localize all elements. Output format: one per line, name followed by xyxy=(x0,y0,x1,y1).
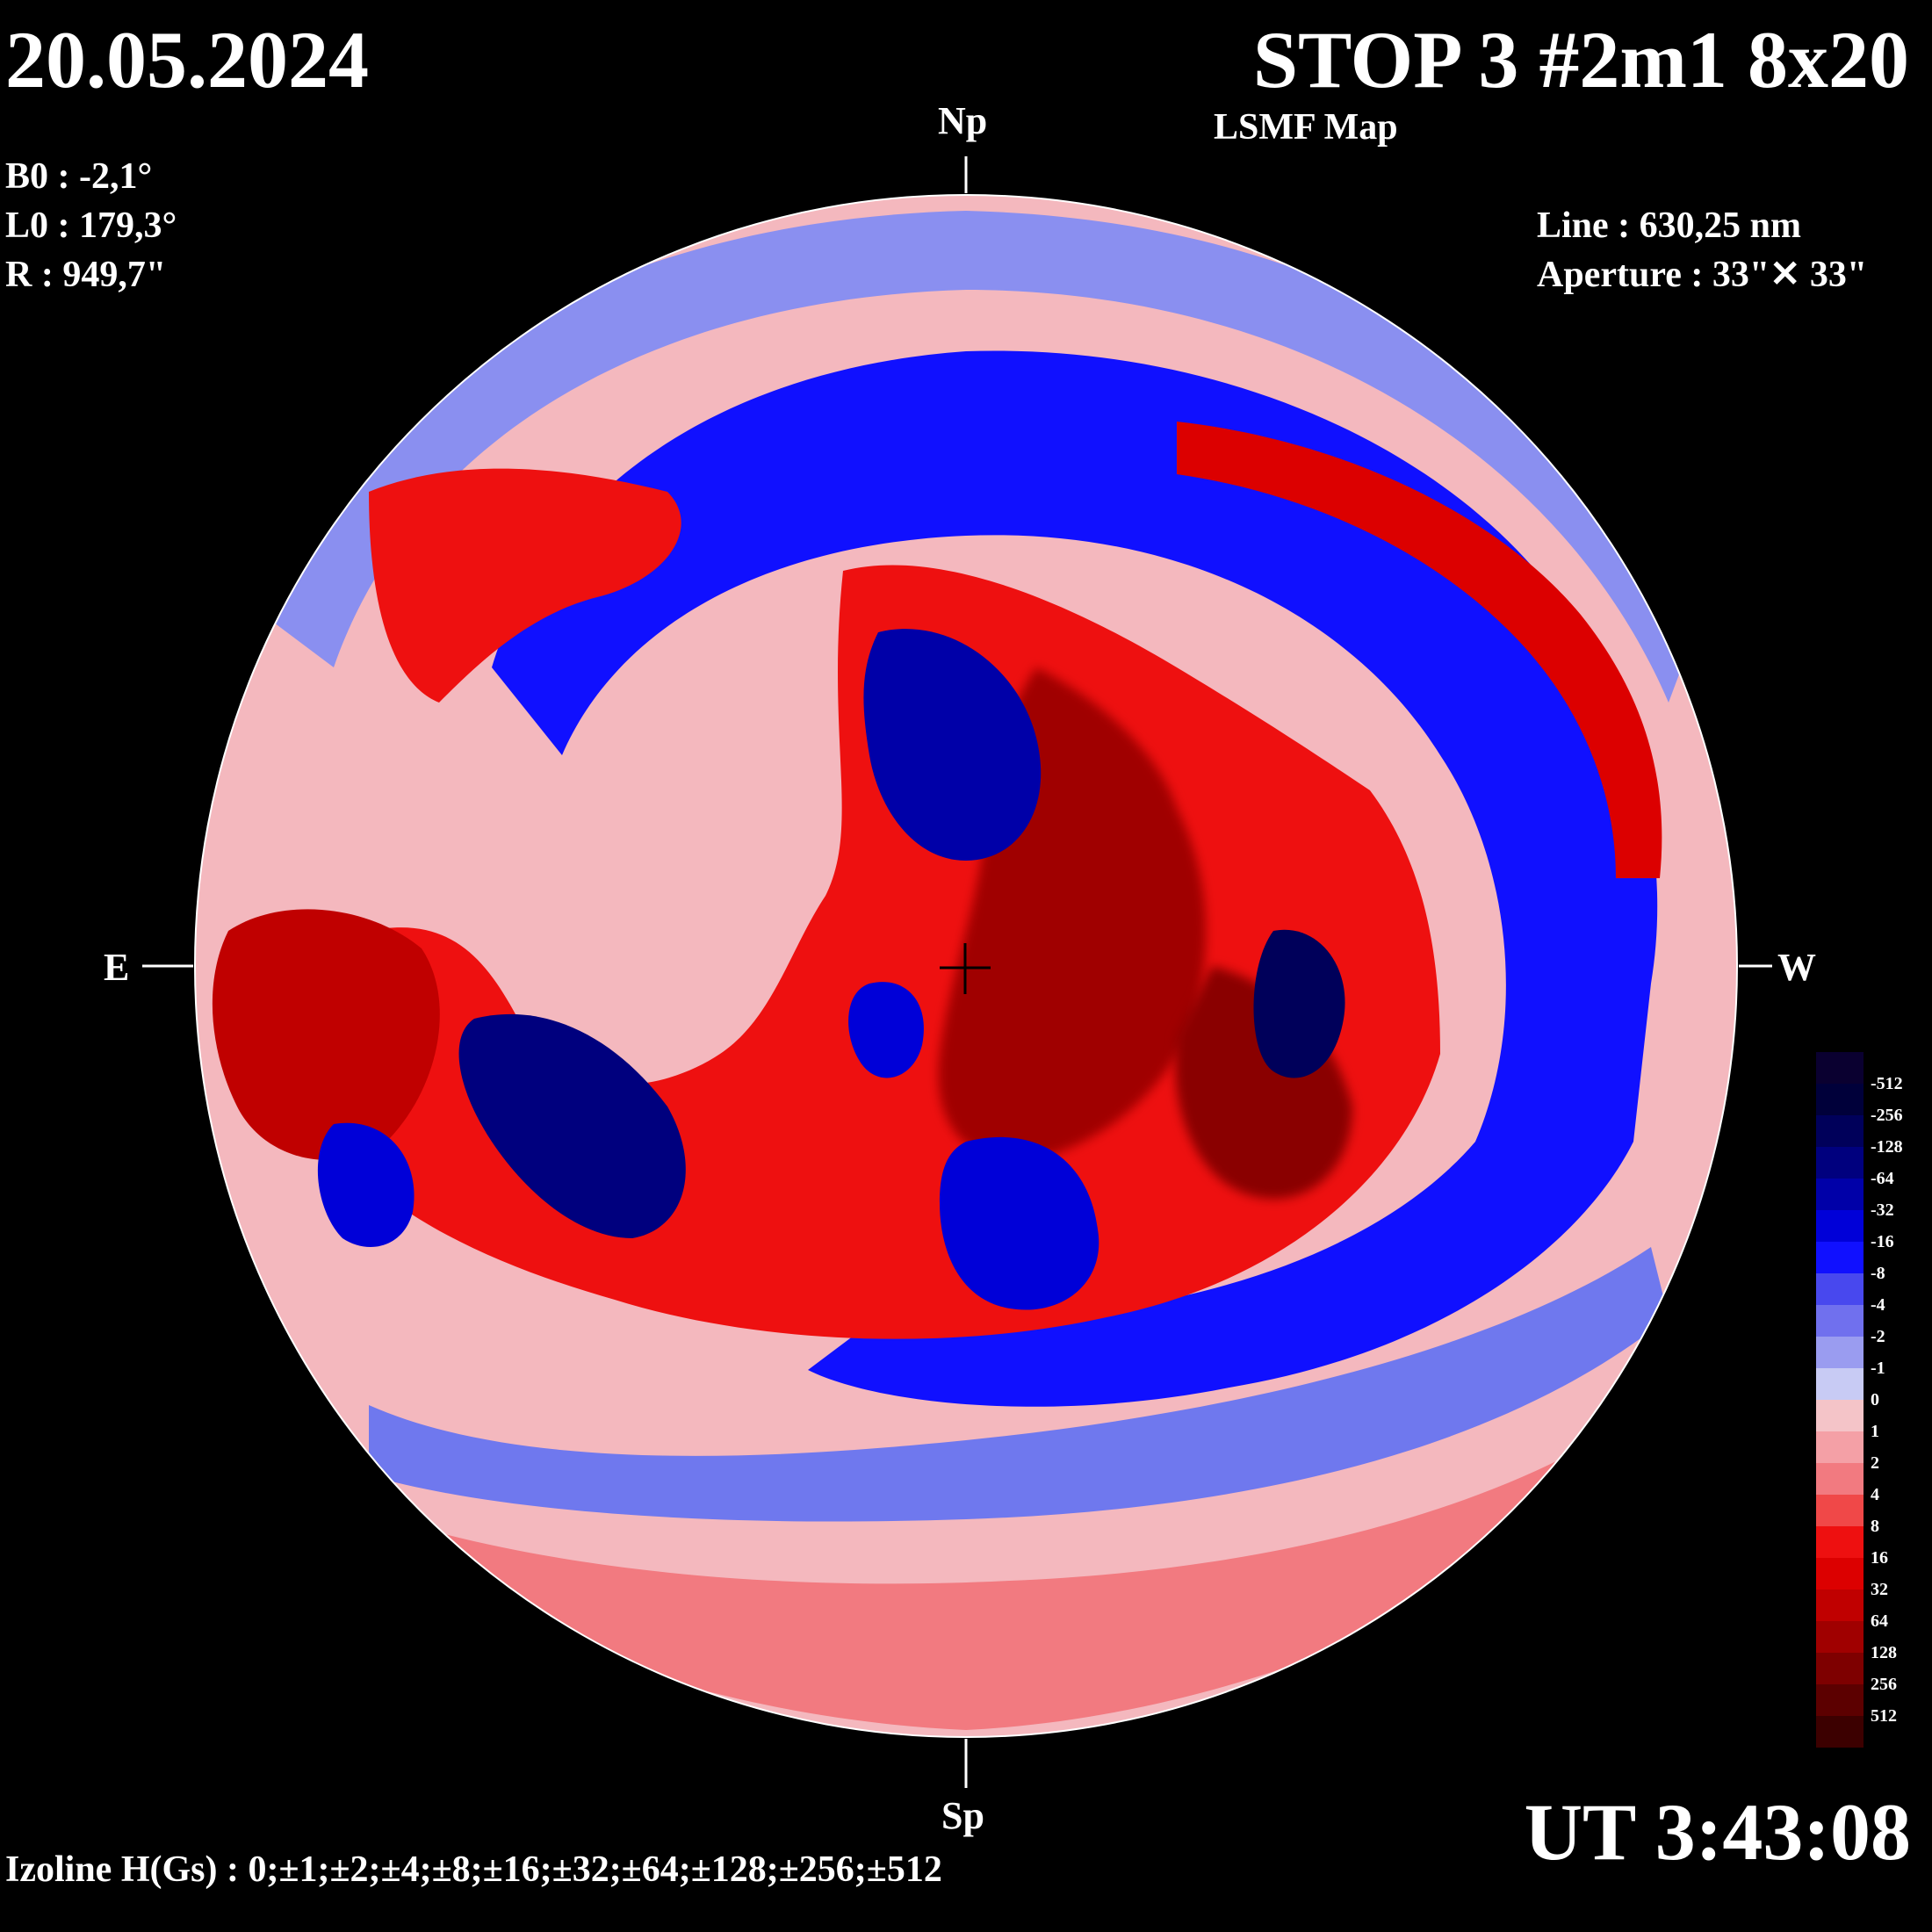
colorbar-label: 32 xyxy=(1871,1580,1888,1599)
map-title: STOP 3 #2m1 8x20 xyxy=(1252,15,1909,105)
colorbar-cell xyxy=(1816,1621,1864,1653)
colorbar-label: 256 xyxy=(1871,1675,1897,1694)
negative-island-center xyxy=(848,982,924,1078)
observation-date: 20.05.2024 xyxy=(5,15,369,105)
colorbar-cell xyxy=(1816,1337,1864,1368)
colorbar-cell xyxy=(1816,1305,1864,1337)
south-positive-band xyxy=(422,1458,1563,1730)
colorbar-cell xyxy=(1816,1115,1864,1147)
colorbar-label: -2 xyxy=(1871,1327,1885,1346)
colorbar-label: -256 xyxy=(1871,1106,1903,1125)
colorbar-cell xyxy=(1816,1368,1864,1400)
outer-blue-ring xyxy=(263,211,1695,703)
negative-region-east xyxy=(458,1013,686,1238)
colorbar xyxy=(1816,1052,1864,1748)
colorbar-cell xyxy=(1816,1179,1864,1210)
south-pole-label: Sp xyxy=(941,1794,984,1837)
northeast-positive-area xyxy=(369,468,681,703)
colorbar-cell xyxy=(1816,1526,1864,1558)
radius-value: R : 949,7" xyxy=(5,255,167,295)
disk-limb xyxy=(194,194,1738,1738)
negative-island-west xyxy=(1253,929,1345,1078)
negative-region-east-south xyxy=(317,1122,415,1247)
colorbar-label: 16 xyxy=(1871,1548,1888,1568)
colorbar-cell xyxy=(1816,1590,1864,1621)
colorbar-label: -8 xyxy=(1871,1264,1885,1283)
colorbar-cell xyxy=(1816,1431,1864,1463)
colorbar-cell xyxy=(1816,1273,1864,1305)
colorbar-cell xyxy=(1816,1052,1864,1084)
colorbar-label: 64 xyxy=(1871,1611,1888,1631)
east-positive-area xyxy=(212,909,440,1160)
colorbar-cell xyxy=(1816,1495,1864,1526)
colorbar-label: -32 xyxy=(1871,1200,1894,1220)
colorbar-cell xyxy=(1816,1242,1864,1273)
colorbar-cell xyxy=(1816,1558,1864,1590)
west-label: W xyxy=(1777,946,1816,989)
colorbar-label: 1 xyxy=(1871,1422,1879,1441)
colorbar-cell xyxy=(1816,1716,1864,1748)
aperture-size: Aperture : 33"✕ 33" xyxy=(1537,255,1868,295)
colorbar-label: 128 xyxy=(1871,1643,1897,1662)
colorbar-label: -16 xyxy=(1871,1232,1894,1251)
negative-island-south xyxy=(940,1136,1099,1310)
b0-value: B0 : -2,1° xyxy=(5,156,153,197)
colorbar-cell xyxy=(1816,1210,1864,1242)
izoline-legend: Izoline H(Gs) : 0;±1;±2;±4;±8;±16;±32;±6… xyxy=(5,1849,942,1890)
colorbar-label: 0 xyxy=(1871,1390,1879,1409)
north-negative-band xyxy=(492,350,1658,1407)
colorbar-label: -512 xyxy=(1871,1074,1903,1093)
colorbar-cell xyxy=(1816,1147,1864,1179)
colorbar-cell xyxy=(1816,1684,1864,1716)
solar-disk xyxy=(195,195,1737,1737)
north-pole-label: Np xyxy=(938,99,988,142)
universal-time: UT 3:43:08 xyxy=(1524,1787,1911,1877)
east-label: E xyxy=(104,946,130,989)
map-subtitle: LSMF Map xyxy=(1214,107,1398,148)
colorbar-label: 2 xyxy=(1871,1453,1879,1473)
colorbar-label: -64 xyxy=(1871,1169,1894,1188)
negative-island-north xyxy=(863,629,1042,861)
colorbar-label: 8 xyxy=(1871,1517,1879,1536)
northwest-positive-arc xyxy=(1177,422,1662,878)
colorbar-cell xyxy=(1816,1400,1864,1431)
colorbar-cell xyxy=(1816,1463,1864,1495)
colorbar-cell xyxy=(1816,1653,1864,1684)
l0-value: L0 : 179,3° xyxy=(5,205,177,246)
colorbar-label: -128 xyxy=(1871,1137,1903,1157)
colorbar-label: 4 xyxy=(1871,1485,1879,1504)
south-weak-band xyxy=(369,1247,1669,1522)
colorbar-label: 512 xyxy=(1871,1706,1897,1726)
spectral-line: Line : 630,25 nm xyxy=(1537,205,1802,246)
colorbar-label: -4 xyxy=(1871,1295,1885,1315)
colorbar-label: -1 xyxy=(1871,1359,1885,1378)
colorbar-cell xyxy=(1816,1084,1864,1115)
